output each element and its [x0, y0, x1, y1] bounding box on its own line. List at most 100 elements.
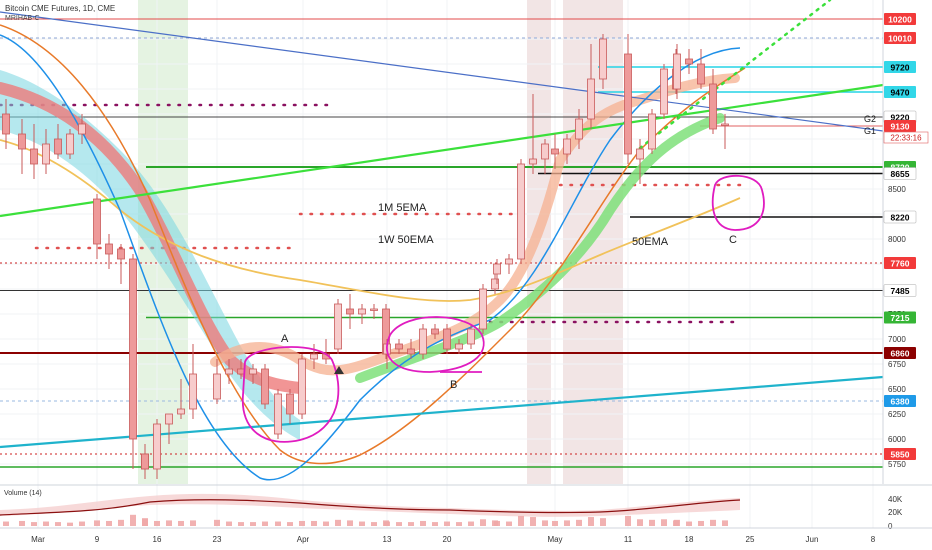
candle-body	[225, 368, 233, 375]
candle-body	[261, 368, 269, 405]
candle[interactable]	[66, 129, 74, 159]
volume-bar	[311, 520, 317, 526]
candle[interactable]	[334, 299, 342, 354]
price-label-text: 10010	[888, 34, 912, 44]
candle[interactable]	[30, 124, 38, 179]
volume-bar	[287, 522, 293, 526]
volume-bar	[649, 519, 655, 526]
candle-body	[153, 423, 161, 470]
price-label-text: 9470	[891, 88, 910, 98]
candle[interactable]	[117, 244, 125, 284]
candle[interactable]	[177, 379, 185, 419]
candle[interactable]	[721, 114, 729, 149]
candle[interactable]	[491, 274, 499, 294]
candle[interactable]	[443, 324, 451, 354]
candle-body	[42, 143, 50, 165]
candle[interactable]	[225, 359, 233, 384]
candle[interactable]	[529, 94, 537, 174]
price-label-8220: 8220	[883, 210, 917, 224]
price-label-text: 7215	[891, 313, 910, 323]
candle[interactable]	[213, 359, 221, 404]
volume-bar	[444, 521, 450, 526]
candle[interactable]	[563, 134, 571, 164]
candle[interactable]	[310, 344, 318, 369]
volume-bar	[154, 520, 160, 526]
price-label-text: 10200	[888, 15, 912, 25]
candle[interactable]	[575, 109, 583, 149]
volume-bar	[214, 519, 220, 526]
candle[interactable]	[298, 354, 306, 419]
candle[interactable]	[697, 49, 705, 89]
price-axis: 5750600062506500675070007250750077508000…	[882, 0, 929, 484]
candle[interactable]	[599, 34, 607, 89]
candle-body	[431, 328, 439, 335]
volume-bar	[530, 517, 536, 526]
candle[interactable]	[129, 254, 137, 469]
candle[interactable]	[2, 99, 10, 149]
candle[interactable]	[660, 64, 668, 119]
candle[interactable]	[551, 134, 559, 169]
candle[interactable]	[261, 364, 269, 409]
candle[interactable]	[493, 259, 501, 284]
label-a: A	[281, 333, 289, 345]
candle[interactable]	[673, 44, 681, 99]
price-label-text: 9720	[891, 63, 910, 73]
price-label-7215: 7215	[884, 311, 916, 324]
candle[interactable]	[541, 139, 549, 174]
volume-bar	[94, 520, 100, 526]
volume-bar	[686, 521, 692, 526]
candle[interactable]	[274, 389, 282, 439]
volume-bar	[238, 522, 244, 526]
candle[interactable]	[189, 344, 197, 419]
candle[interactable]	[370, 304, 378, 319]
candle[interactable]	[358, 304, 366, 324]
candle[interactable]	[419, 324, 427, 359]
blue-ma	[0, 34, 741, 481]
candle[interactable]	[431, 324, 439, 339]
label-g2: G2	[864, 114, 876, 124]
candle[interactable]	[165, 413, 173, 444]
candle[interactable]	[624, 34, 632, 164]
candle-body	[624, 53, 632, 155]
candle[interactable]	[517, 159, 525, 264]
candle[interactable]	[78, 114, 86, 144]
candle[interactable]	[505, 254, 513, 274]
volume-bar	[600, 518, 606, 526]
candle[interactable]	[153, 419, 161, 479]
candle[interactable]	[587, 44, 595, 129]
candle-body	[455, 343, 463, 350]
price-label-box	[884, 61, 916, 73]
candle[interactable]	[322, 339, 330, 364]
label-g1: G1	[864, 126, 876, 136]
candle[interactable]	[685, 49, 693, 74]
price-tick-label: 7000	[888, 335, 906, 344]
candle-body	[117, 248, 125, 260]
candle[interactable]	[648, 109, 656, 154]
candle[interactable]	[54, 124, 62, 159]
volume-bar	[275, 521, 281, 526]
candle[interactable]	[709, 69, 717, 134]
trendlines	[0, 0, 884, 449]
candle[interactable]	[141, 449, 149, 479]
candle[interactable]	[346, 294, 354, 329]
candle-body	[467, 328, 475, 345]
price-label-box	[884, 347, 916, 359]
candle[interactable]	[286, 389, 294, 424]
volume-bar	[43, 521, 49, 526]
candle[interactable]	[467, 324, 475, 349]
candle[interactable]	[42, 129, 50, 174]
candle[interactable]	[93, 194, 101, 259]
candle[interactable]	[479, 284, 487, 334]
candle[interactable]	[249, 364, 257, 384]
candle[interactable]	[18, 119, 26, 174]
price-label-box	[884, 120, 916, 132]
candle[interactable]	[105, 234, 113, 269]
candle[interactable]	[395, 339, 403, 354]
candle-body	[334, 303, 342, 350]
highlight-circles	[241, 174, 765, 443]
price-label-7485: 7485	[883, 284, 917, 297]
candle[interactable]	[636, 139, 644, 184]
candle[interactable]	[455, 339, 463, 354]
candle[interactable]	[407, 339, 415, 359]
